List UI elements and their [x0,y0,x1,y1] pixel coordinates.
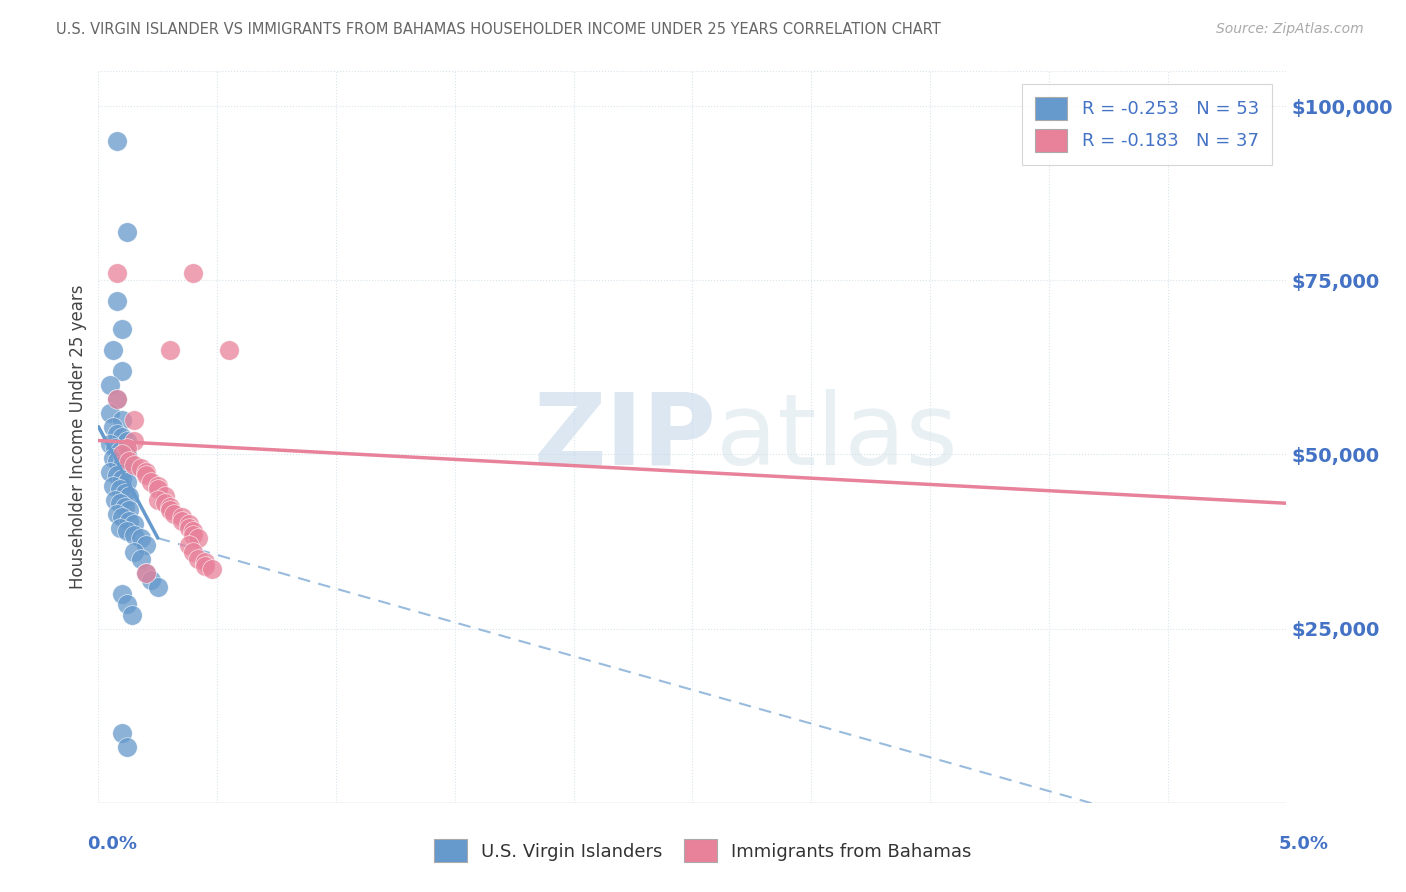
Point [183,266,205,280]
Point [177,517,200,532]
Text: 0.0%: 0.0% [87,835,138,853]
Point [101,450,124,465]
Point [108,521,131,535]
Point [201,562,224,576]
Point [111,412,134,426]
Point [146,580,169,594]
Point [115,225,138,239]
Y-axis label: Householder Income Under 25 years: Householder Income Under 25 years [69,285,87,590]
Point [111,448,134,462]
Text: Source: ZipAtlas.com: Source: ZipAtlas.com [1216,22,1364,37]
Point [135,566,157,580]
Point [194,558,217,573]
Point [122,545,145,559]
Point [122,434,145,448]
Point [153,489,176,503]
Point [104,492,127,507]
Point [218,343,240,357]
Point [135,465,157,479]
Point [153,496,176,510]
Point [107,134,129,148]
Point [115,475,138,490]
Point [111,430,134,444]
Point [187,552,209,566]
Point [107,507,129,521]
Point [115,448,138,462]
Point [135,538,157,552]
Point [121,607,143,622]
Point [111,726,134,740]
Point [194,556,217,570]
Point [146,483,169,497]
Point [111,458,134,472]
Point [107,266,129,280]
Point [108,444,131,458]
Point [107,392,129,406]
Point [122,458,145,472]
Point [101,343,124,357]
Point [118,503,141,517]
Point [107,426,129,441]
Point [122,527,145,541]
Point [108,496,131,510]
Point [101,479,124,493]
Text: 5.0%: 5.0% [1278,835,1329,853]
Point [118,514,141,528]
Point [104,441,127,455]
Point [115,441,138,455]
Point [129,461,152,475]
Point [139,475,162,490]
Text: U.S. VIRGIN ISLANDER VS IMMIGRANTS FROM BAHAMAS HOUSEHOLDER INCOME UNDER 25 YEAR: U.S. VIRGIN ISLANDER VS IMMIGRANTS FROM … [56,22,941,37]
Point [122,517,145,532]
Point [122,412,145,426]
Point [129,552,152,566]
Point [114,500,136,514]
Point [183,527,205,541]
Point [135,566,157,580]
Point [111,472,134,486]
Point [111,587,134,601]
Point [111,364,134,378]
Point [98,377,121,392]
Point [177,521,200,535]
Text: atlas: atlas [716,389,957,485]
Point [114,485,136,500]
Point [183,524,205,538]
Point [177,538,200,552]
Point [135,468,157,483]
Point [115,597,138,611]
Point [159,500,181,514]
Point [111,322,134,336]
Point [101,419,124,434]
Point [107,454,129,468]
Point [98,406,121,420]
Point [163,507,186,521]
Point [107,392,129,406]
Legend: U.S. Virgin Islanders, Immigrants from Bahamas: U.S. Virgin Islanders, Immigrants from B… [427,832,979,870]
Point [183,545,205,559]
Point [159,343,181,357]
Point [107,294,129,309]
Point [118,454,141,468]
Point [146,479,169,493]
Point [111,510,134,524]
Legend: R = -0.253   N = 53, R = -0.183   N = 37: R = -0.253 N = 53, R = -0.183 N = 37 [1022,84,1271,165]
Point [187,531,209,545]
Point [170,514,193,528]
Point [159,503,181,517]
Point [118,489,141,503]
Point [108,483,131,497]
Point [115,461,138,475]
Point [115,434,138,448]
Point [107,468,129,483]
Point [115,524,138,538]
Point [129,531,152,545]
Point [139,573,162,587]
Text: ZIP: ZIP [533,389,716,485]
Point [98,437,121,451]
Point [146,492,169,507]
Point [170,510,193,524]
Point [115,740,138,755]
Point [98,465,121,479]
